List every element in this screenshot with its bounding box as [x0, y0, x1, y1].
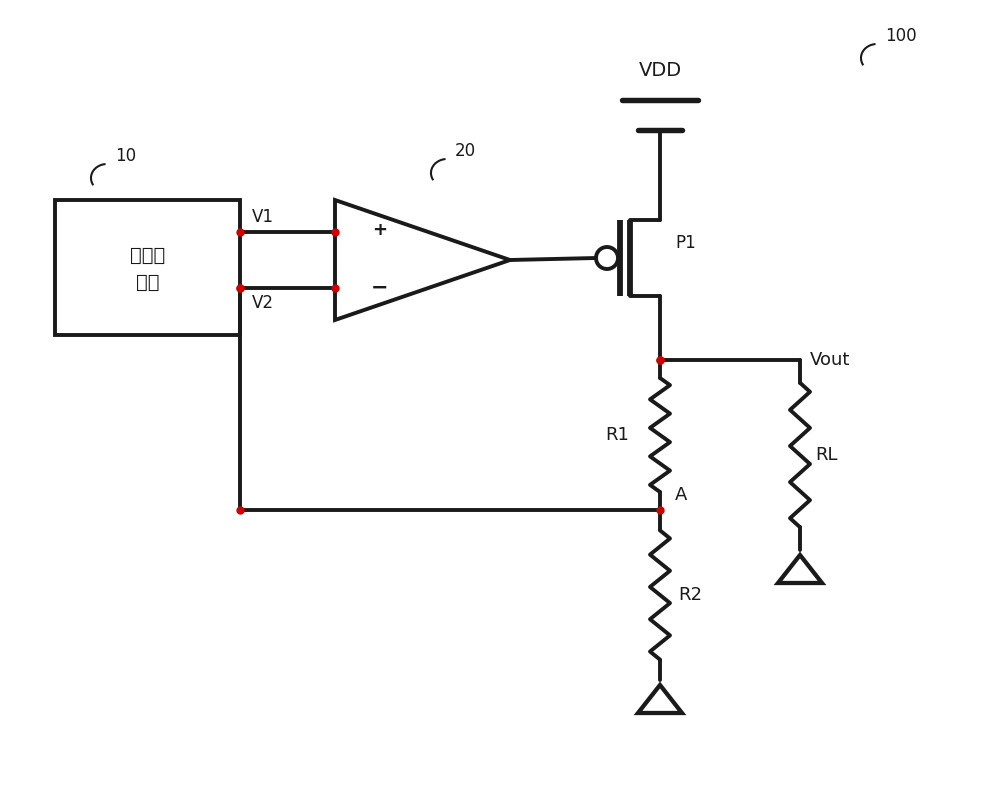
Text: 20: 20 [455, 142, 476, 160]
Text: V1: V1 [252, 208, 274, 226]
Text: 带隙基: 带隙基 [130, 246, 165, 265]
Text: 10: 10 [115, 147, 136, 165]
FancyBboxPatch shape [55, 200, 240, 335]
Text: P1: P1 [675, 234, 696, 252]
Text: −: − [371, 278, 389, 298]
Text: A: A [675, 486, 687, 504]
Text: Vout: Vout [810, 351, 850, 369]
Text: +: + [372, 221, 388, 239]
Text: VDD: VDD [638, 61, 682, 80]
Text: 100: 100 [885, 27, 917, 45]
Text: R1: R1 [605, 426, 629, 444]
Text: 准源: 准源 [136, 273, 159, 292]
Text: V2: V2 [252, 294, 274, 312]
Text: R2: R2 [678, 586, 702, 604]
Text: RL: RL [815, 446, 838, 464]
